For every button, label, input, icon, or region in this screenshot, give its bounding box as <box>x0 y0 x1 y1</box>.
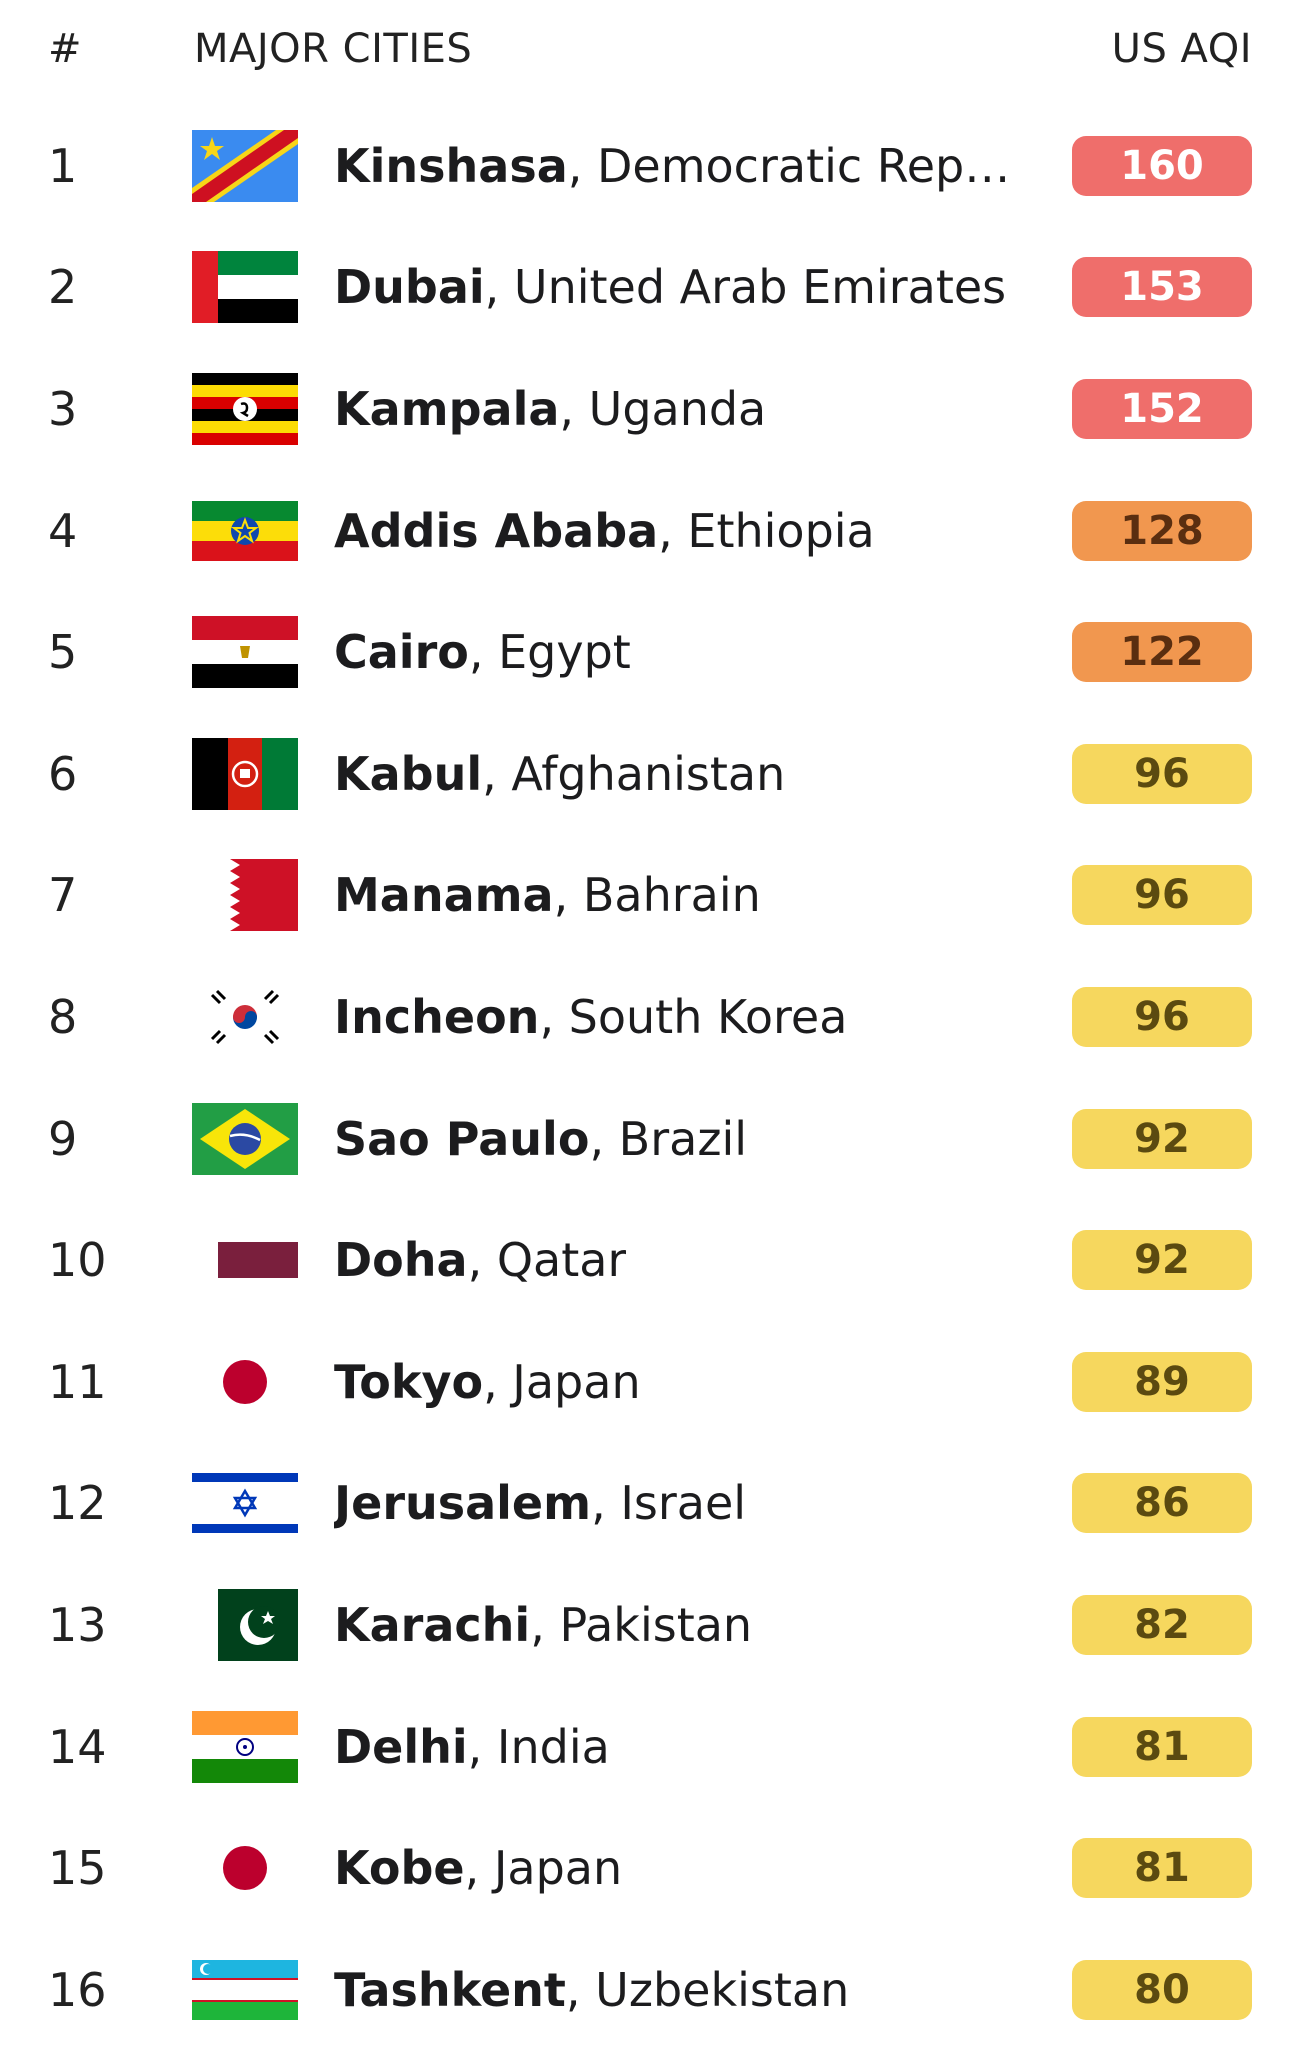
rank-column-header: # <box>48 26 83 72</box>
japan-flag-icon <box>192 1346 298 1418</box>
city-name: Cairo, Egypt <box>334 625 631 680</box>
rank-number: 8 <box>48 989 78 1044</box>
rank-number: 13 <box>48 1597 107 1652</box>
city-name: Tashkent, Uzbekistan <box>334 1962 850 2017</box>
table-row[interactable]: 7 Manama, Bahrain 96 <box>0 835 1304 957</box>
city-name: Kabul, Afghanistan <box>334 746 786 801</box>
city-name: Karachi, Pakistan <box>334 1597 753 1652</box>
table-row[interactable]: 3 Kampala, Uganda 152 <box>0 348 1304 470</box>
rank-number: 10 <box>48 1233 107 1288</box>
aqi-badge: 92 <box>1072 1108 1252 1169</box>
city-name: Incheon, South Korea <box>334 989 848 1044</box>
city-name: Kobe, Japan <box>334 1841 623 1896</box>
city-name: Tokyo, Japan <box>334 1354 641 1409</box>
japan-flag-icon <box>192 1832 298 1904</box>
india-flag-icon <box>192 1710 298 1783</box>
city-name: Manama, Bahrain <box>334 868 761 923</box>
rank-number: 11 <box>48 1354 107 1409</box>
table-row[interactable]: 6 Kabul, Afghanistan 96 <box>0 713 1304 835</box>
aqi-badge: 152 <box>1072 378 1252 439</box>
rank-number: 5 <box>48 625 78 680</box>
table-row[interactable]: 15 Kobe, Japan 81 <box>0 1807 1304 1929</box>
table-row[interactable]: 1 Kinshasa, Democratic Republi... 160 <box>0 105 1304 227</box>
rank-number: 3 <box>48 381 78 436</box>
south-korea-flag-icon <box>192 980 298 1053</box>
aqi-badge: 89 <box>1072 1351 1252 1412</box>
city-name: Addis Ababa, Ethiopia <box>334 503 875 558</box>
uzbekistan-flag-icon <box>192 1954 298 2026</box>
uae-flag-icon <box>192 251 298 324</box>
rank-number: 1 <box>48 138 78 193</box>
aqi-badge: 96 <box>1072 986 1252 1047</box>
rank-number: 9 <box>48 1111 78 1166</box>
aqi-badge: 92 <box>1072 1230 1252 1291</box>
table-row[interactable]: 4 Addis Ababa, Ethiopia 128 <box>0 470 1304 592</box>
aqi-badge: 122 <box>1072 622 1252 683</box>
table-row[interactable]: 10 Doha, Qatar 92 <box>0 1199 1304 1321</box>
aqi-badge: 81 <box>1072 1716 1252 1777</box>
table-row[interactable]: 8 Incheon, South Korea 96 <box>0 956 1304 1078</box>
afghanistan-flag-icon <box>192 737 298 810</box>
qatar-flag-icon <box>192 1224 298 1296</box>
table-row[interactable]: 11 Tokyo, Japan 89 <box>0 1321 1304 1443</box>
aqi-badge: 160 <box>1072 135 1252 196</box>
bahrain-flag-icon <box>192 859 298 932</box>
city-name: Delhi, India <box>334 1719 610 1774</box>
city-name: Doha, Qatar <box>334 1233 627 1288</box>
israel-flag-icon <box>192 1467 298 1540</box>
table-row[interactable]: 9 Sao Paulo, Brazil 92 <box>0 1078 1304 1200</box>
aqi-badge: 81 <box>1072 1838 1252 1899</box>
uganda-flag-icon <box>192 372 298 445</box>
egypt-flag-icon <box>192 616 298 689</box>
rank-number: 4 <box>48 503 78 558</box>
ethiopia-flag-icon <box>192 495 298 567</box>
rank-number: 12 <box>48 1476 107 1531</box>
brazil-flag-icon <box>192 1102 298 1175</box>
pakistan-flag-icon <box>192 1588 298 1661</box>
city-column-header: MAJOR CITIES <box>194 26 473 72</box>
rank-number: 14 <box>48 1719 107 1774</box>
rank-number: 7 <box>48 868 78 923</box>
table-row[interactable]: 12 Jerusalem, Israel 86 <box>0 1443 1304 1565</box>
table-row[interactable]: 2 Dubai, United Arab Emirates 153 <box>0 227 1304 349</box>
city-name: Dubai, United Arab Emirates <box>334 260 1007 315</box>
table-row[interactable]: 16 Tashkent, Uzbekistan 80 <box>0 1929 1304 2048</box>
aqi-badge: 96 <box>1072 865 1252 926</box>
aqi-badge: 153 <box>1072 257 1252 318</box>
rank-number: 2 <box>48 260 78 315</box>
rank-number: 16 <box>48 1962 107 2017</box>
rank-number: 15 <box>48 1841 107 1896</box>
aqi-badge: 80 <box>1072 1959 1252 2020</box>
city-name: Kampala, Uganda <box>334 381 767 436</box>
dr-congo-flag-icon <box>192 129 298 202</box>
city-name: Kinshasa, Democratic Republi... <box>334 138 1034 193</box>
city-ranking-list: 1 Kinshasa, Democratic Republi... 160 2 … <box>0 105 1304 2048</box>
table-row[interactable]: 14 Delhi, India 81 <box>0 1686 1304 1808</box>
aqi-column-header: US AQI <box>1111 26 1252 72</box>
table-header: # MAJOR CITIES US AQI <box>0 26 1304 86</box>
aqi-badge: 128 <box>1072 500 1252 561</box>
aqi-badge: 86 <box>1072 1473 1252 1534</box>
table-row[interactable]: 5 Cairo, Egypt 122 <box>0 591 1304 713</box>
aqi-badge: 96 <box>1072 743 1252 804</box>
table-row[interactable]: 13 Karachi, Pakistan 82 <box>0 1564 1304 1686</box>
rank-number: 6 <box>48 746 78 801</box>
aqi-badge: 82 <box>1072 1594 1252 1655</box>
city-name: Sao Paulo, Brazil <box>334 1111 748 1166</box>
city-name: Jerusalem, Israel <box>334 1476 747 1531</box>
